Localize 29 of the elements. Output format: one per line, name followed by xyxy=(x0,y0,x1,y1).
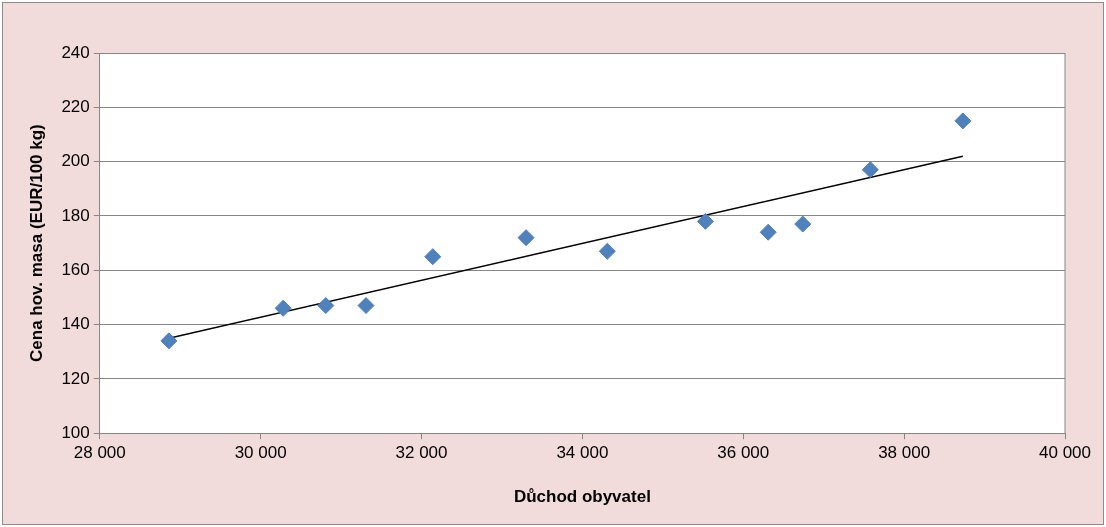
point xyxy=(954,112,972,130)
x-tick-label: 28 000 xyxy=(73,443,126,463)
x-axis-title: Důchod obyvatel xyxy=(513,487,651,507)
y-tick-label: 240 xyxy=(61,42,90,62)
point xyxy=(317,297,335,315)
y-tick-label: 200 xyxy=(61,151,90,171)
point xyxy=(696,212,714,230)
point xyxy=(160,332,178,350)
x-tick-label: 32 000 xyxy=(395,443,448,463)
point xyxy=(274,299,292,317)
x-tick-label: 36 000 xyxy=(717,443,770,463)
point xyxy=(861,161,879,179)
point xyxy=(424,248,442,266)
x-tick-label: 30 000 xyxy=(234,443,287,463)
y-tick-label: 180 xyxy=(61,205,90,225)
y-axis-title: Cena hov. masa (EUR/100 kg) xyxy=(26,124,46,362)
y-tick-label: 120 xyxy=(61,368,90,388)
point xyxy=(598,242,616,260)
x-tick-label: 40 000 xyxy=(1039,443,1091,463)
point xyxy=(794,215,812,233)
y-tick-label: 160 xyxy=(61,259,90,279)
x-tick-label: 34 000 xyxy=(556,443,609,463)
y-tick-label: 140 xyxy=(61,314,90,334)
x-tick-label: 38 000 xyxy=(878,443,931,463)
y-tick-label: 100 xyxy=(61,422,90,442)
point xyxy=(357,297,375,315)
point xyxy=(759,223,777,241)
point xyxy=(517,229,535,247)
y-tick-label: 220 xyxy=(61,97,90,116)
